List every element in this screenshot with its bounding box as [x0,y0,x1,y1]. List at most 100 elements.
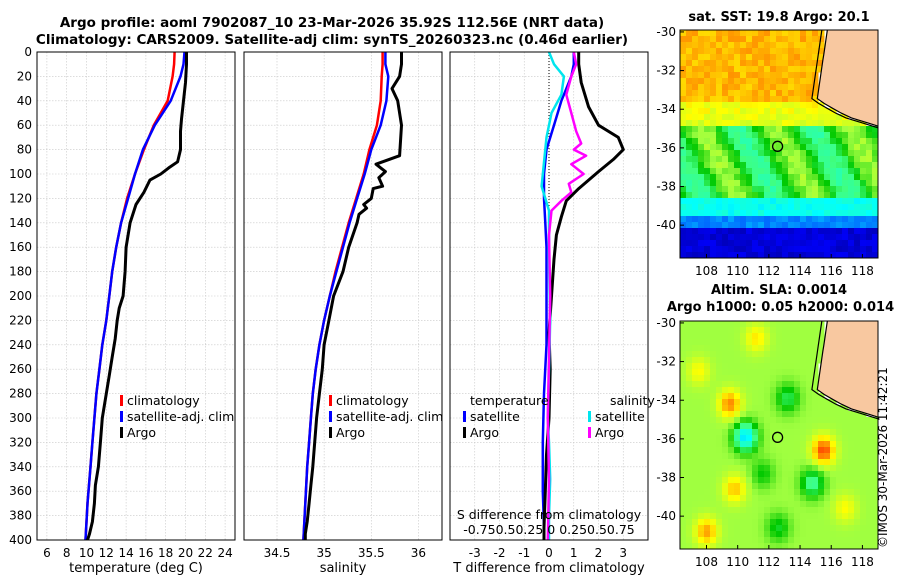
sst-cell [782,42,789,49]
sst-cell [740,60,747,67]
sla-lon-tick-label: 116 [820,555,843,569]
sst-cell [794,66,801,73]
sst-cell [734,30,741,37]
sla-cell [800,339,807,346]
sla-cell [722,429,729,436]
sst-cell [698,120,705,127]
sst-cell [692,198,699,205]
sla-cell [716,363,723,370]
sla-cell [740,495,747,502]
sst-cell [836,168,843,175]
sst-cell [734,66,741,73]
sla-cell [794,351,801,358]
sst-cell [746,222,753,229]
sst-lon-tick-label: 112 [757,264,780,278]
sst-cell [782,156,789,163]
sst-cell [824,234,831,241]
sst-cell [764,102,771,109]
sst-cell [686,60,693,67]
sla-cell [728,363,735,370]
sla-cell [830,513,837,520]
sla-cell [848,495,855,502]
sst-cell [782,240,789,247]
sst-cell [680,66,687,73]
sla-cell [752,423,759,430]
sst-cell [728,114,735,121]
sst-cell [794,240,801,247]
depth-tick-label: 40 [17,94,32,108]
sst-cell [788,90,795,97]
sst-cell [842,228,849,235]
sla-cell [794,399,801,406]
sla-cell [872,417,878,424]
sst-cell [842,252,849,258]
sla-cell [848,459,855,466]
sst-cell [764,114,771,121]
sst-cell [812,198,819,205]
sla-cell [818,489,825,496]
sst-cell [740,120,747,127]
sla-cell [710,381,717,388]
sst-cell [746,108,753,115]
salinity-axes-frame [243,51,443,541]
sla-cell [812,471,819,478]
sla-cell [788,435,795,442]
sla-cell [758,489,765,496]
sla-cell [800,387,807,394]
sla-cell [824,483,831,490]
sla-cell [680,399,687,406]
sla-cell [824,429,831,436]
sla-cell [812,513,819,520]
sla-cell [824,405,831,412]
sla-cell [782,489,789,496]
sla-cell [722,477,729,484]
sla-cell [866,423,873,430]
sst-cell [806,138,813,145]
sst-cell [770,192,777,199]
sst-cell [686,174,693,181]
sst-cell [836,114,843,121]
sla-cell [770,363,777,370]
sst-cell [680,126,687,133]
sla-cell [788,345,795,352]
sla-cell [776,399,783,406]
sla-cell [764,513,771,520]
sla-cell [686,471,693,478]
sst-cell [806,192,813,199]
sla-cell [788,483,795,490]
sst-cell [722,114,729,121]
differences-x-tick-label: -3 [469,546,481,560]
sla-cell [686,423,693,430]
sla-cell [866,525,873,532]
sst-cell [770,66,777,73]
sla-cell [710,501,717,508]
sla-cell [704,345,711,352]
sla-cell [758,507,765,514]
sla-cell [812,369,819,376]
sst-cell [770,54,777,61]
sla-cell [704,423,711,430]
sla-cell [746,321,753,328]
sla-cell [734,357,741,364]
sst-cell [716,102,723,109]
sst-cell [824,174,831,181]
sst-cell [764,42,771,49]
sst-cell [812,126,819,133]
sla-cell [818,471,825,478]
depth-tick-label: 320 [9,435,32,449]
sst-cell [752,126,759,133]
sla-cell [800,369,807,376]
sla-cell [692,339,699,346]
sst-cell [680,150,687,157]
sla-cell [854,447,861,454]
sst-cell [728,90,735,97]
sla-cell [734,423,741,430]
sla-cell [818,405,825,412]
sst-cell [830,150,837,157]
sla-cell [812,435,819,442]
sla-cell [812,321,819,328]
sla-cell [764,333,771,340]
sla-cell [842,489,849,496]
sst-cell [698,132,705,139]
sst-cell [734,156,741,163]
